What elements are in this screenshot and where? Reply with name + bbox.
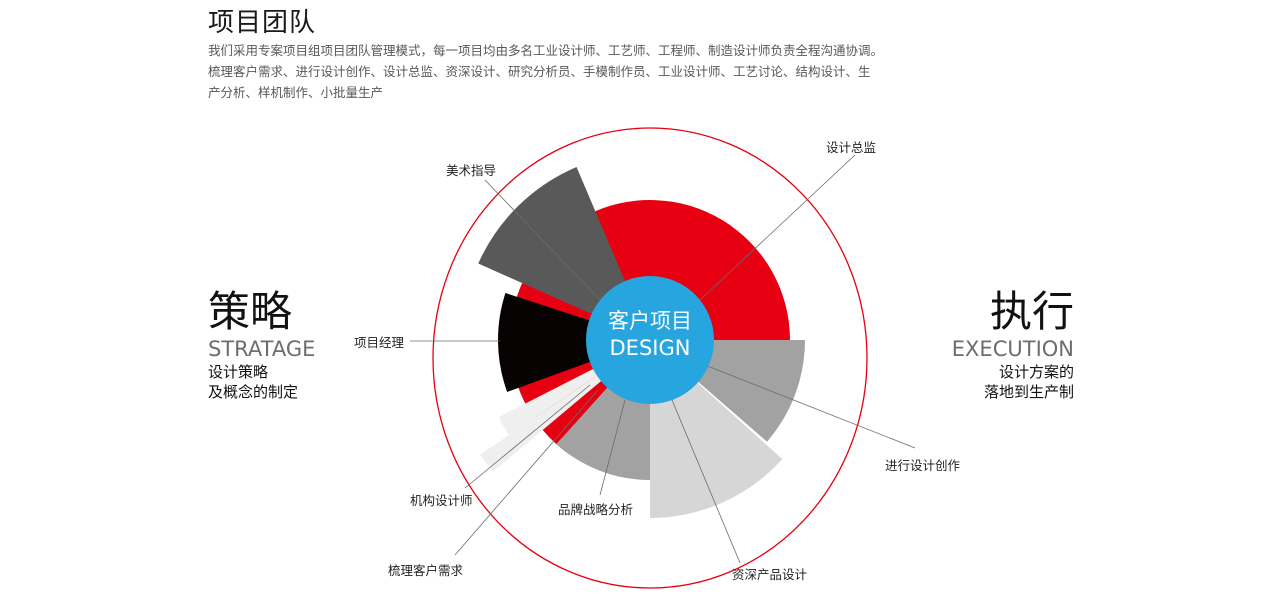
intro-line: 我们采用专案项目组项目团队管理模式，每一项目均由多名工业设计师、工艺师、工程师、… bbox=[208, 43, 884, 58]
leader-design-director bbox=[699, 154, 856, 301]
label-art-direction: 美术指导 bbox=[446, 163, 497, 178]
intro-line: 梳理客户需求、进行设计创作、设计总监、资深设计、研究分析员、手模制作员、工业设计… bbox=[208, 64, 871, 79]
strategy-panel: 策略 STRATAGE 设计策略 及概念的制定 bbox=[208, 288, 315, 402]
leader-senior-design bbox=[671, 399, 741, 564]
label-brand-strategy: 品牌战略分析 bbox=[558, 502, 634, 517]
intro-text: 我们采用专案项目组项目团队管理模式，每一项目均由多名工业设计师、工艺师、工程师、… bbox=[208, 40, 968, 103]
label-design-director: 设计总监 bbox=[826, 140, 877, 155]
intro-line: 产分析、样机制作、小批量生产 bbox=[208, 85, 384, 100]
label-senior-product-design: 资深产品设计 bbox=[732, 567, 808, 582]
leader-brand-strategy bbox=[599, 399, 626, 496]
execution-subtitle: EXECUTION bbox=[951, 337, 1074, 361]
wedge-project-manager bbox=[498, 293, 650, 392]
leader-client-needs bbox=[454, 389, 599, 556]
center-label: 客户项目 DESIGN bbox=[585, 308, 715, 362]
page-title: 项目团队 bbox=[208, 8, 317, 38]
center-circle bbox=[586, 276, 714, 404]
center-label-cn: 客户项目 bbox=[608, 309, 692, 333]
execution-desc: 设计方案的 bbox=[998, 363, 1074, 381]
execution-panel: 执行 EXECUTION 设计方案的 落地到生产制 bbox=[952, 288, 1074, 402]
leader-design-creation bbox=[704, 364, 916, 449]
label-project-manager: 项目经理 bbox=[354, 335, 405, 350]
strategy-desc: 及概念的制定 bbox=[208, 383, 299, 401]
leader-structure-designer bbox=[464, 384, 591, 489]
leader-art-direction bbox=[484, 179, 601, 301]
strategy-subtitle: STRATAGE bbox=[208, 337, 316, 361]
outer-ring bbox=[432, 127, 868, 589]
strategy-desc: 设计策略 bbox=[208, 363, 269, 381]
strategy-title: 策略 bbox=[208, 287, 293, 336]
execution-desc: 落地到生产制 bbox=[983, 383, 1074, 401]
center-label-en: DESIGN bbox=[609, 336, 691, 360]
label-client-needs: 梳理客户需求 bbox=[388, 563, 464, 578]
execution-title: 执行 bbox=[989, 287, 1074, 336]
label-structure-designer: 机构设计师 bbox=[410, 493, 473, 508]
label-design-creation: 进行设计创作 bbox=[885, 458, 961, 473]
